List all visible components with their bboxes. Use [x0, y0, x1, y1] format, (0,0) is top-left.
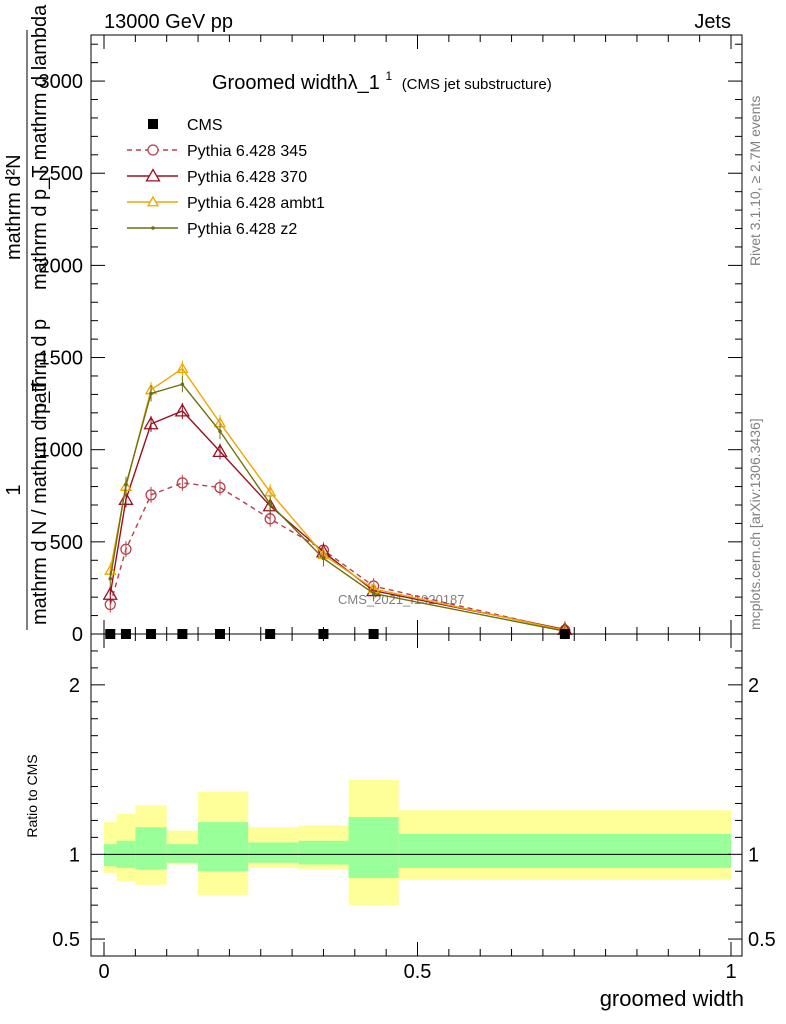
- legend-label: CMS: [187, 117, 223, 134]
- legend-label: Pythia 6.428 345: [187, 143, 307, 160]
- legend-marker: [146, 195, 160, 207]
- ylabel-numerator: 1: [3, 484, 25, 495]
- ratio-y-tick-label-right: 2: [748, 675, 759, 697]
- ratio-plot-panel: 0.5 0.51 12 2 0 0.5 1 Ratio to CMS groomed wi…: [24, 633, 776, 1011]
- ratio-inner-band: [248, 842, 299, 863]
- ratio-y-tick-label-right: 1: [748, 844, 759, 866]
- x-axis-label: groomed width: [600, 986, 744, 1011]
- mcplots-text: mcplots.cern.ch [arXiv:1306.3436]: [747, 418, 763, 630]
- legend: CMS Pythia 6.428 345 Pythia 6.428 370 Pythi…: [127, 117, 325, 238]
- ratio-y-axis-label: Ratio to CMS: [24, 754, 40, 837]
- ratio-inner-band: [298, 840, 349, 865]
- ratio-plot-frame: [90, 633, 743, 957]
- main-y-tick-label: 1000: [39, 440, 84, 462]
- ylabel-second-numerator: mathrm d²N: [3, 154, 25, 260]
- main-y-tick-label: 1500: [39, 348, 84, 370]
- ratio-y-axis-ticks: 0.5 0.5 1 1 2 2: [52, 650, 776, 951]
- legend-label: Pythia 6.428 370: [187, 169, 307, 186]
- ratio-y-tick-label: 1: [69, 844, 80, 866]
- x-tick-label: 0: [98, 961, 109, 983]
- series-pythia-6-428-345: [104, 474, 571, 639]
- ratio-x-axis-ticks: 0 0.5 1: [98, 634, 737, 983]
- main-y-tick-label: 500: [50, 532, 83, 554]
- ratio-inner-band: [398, 833, 731, 868]
- main-y-axis-ticks: 0 500 1000 1500 2000 2500 3000: [39, 43, 742, 646]
- chart-subtitle: (CMS jet substructure): [402, 76, 552, 93]
- ratio-inner-band: [348, 817, 399, 879]
- ratio-bands: [104, 779, 731, 906]
- chart-title-superscript: 1: [385, 69, 392, 83]
- header-energy: 13000 GeV pp: [104, 11, 233, 33]
- x-tick-label: 0.5: [404, 961, 432, 983]
- legend-label: Pythia 6.428 z2: [187, 221, 297, 238]
- main-y-tick-label: 2500: [39, 163, 84, 185]
- series-line: [109, 482, 566, 631]
- ratio-inner-band: [198, 822, 249, 872]
- ylabel-second-denominator: mathrm d p_T mathrm d lambda: [29, 4, 51, 290]
- legend-marker-cms: [148, 119, 158, 129]
- rivet-version-text: Rivet 3.1.10, ≥ 2.7M events: [747, 96, 763, 266]
- ratio-y-tick-label-right: 0.5: [748, 929, 776, 951]
- main-y-tick-label: 0: [72, 624, 83, 646]
- ylabel-denominator: mathrm d N / mathrm d p_T: [29, 379, 51, 625]
- x-tick-label: 1: [725, 961, 736, 983]
- ratio-inner-band: [135, 827, 167, 870]
- chart-title: Groomed widthλ_1 1 (CMS jet substructure…: [212, 63, 552, 94]
- ylabel-overlap: mathrm d p: [29, 319, 51, 420]
- legend-label: Pythia 6.428 ambt1: [187, 195, 325, 212]
- ratio-inner-band: [166, 844, 199, 863]
- main-y-axis-label: 1 mathrm d N / mathrm d p_T mathrm d²N m…: [3, 4, 51, 630]
- main-y-tick-label: 3000: [39, 71, 84, 93]
- main-x-axis-ticks: [103, 35, 732, 634]
- series-pythia-6-428-z2: [108, 376, 567, 640]
- legend-marker: [151, 226, 155, 230]
- ratio-inner-band: [104, 844, 117, 867]
- ratio-y-tick-label: 0.5: [52, 929, 80, 951]
- ratio-y-tick-label: 2: [69, 675, 80, 697]
- chart-title-main: Groomed widthλ_1: [212, 72, 380, 94]
- legend-marker: [145, 168, 161, 182]
- header-process: Jets: [694, 11, 731, 33]
- legend-marker: [147, 144, 159, 156]
- main-y-tick-label: 2000: [39, 255, 84, 277]
